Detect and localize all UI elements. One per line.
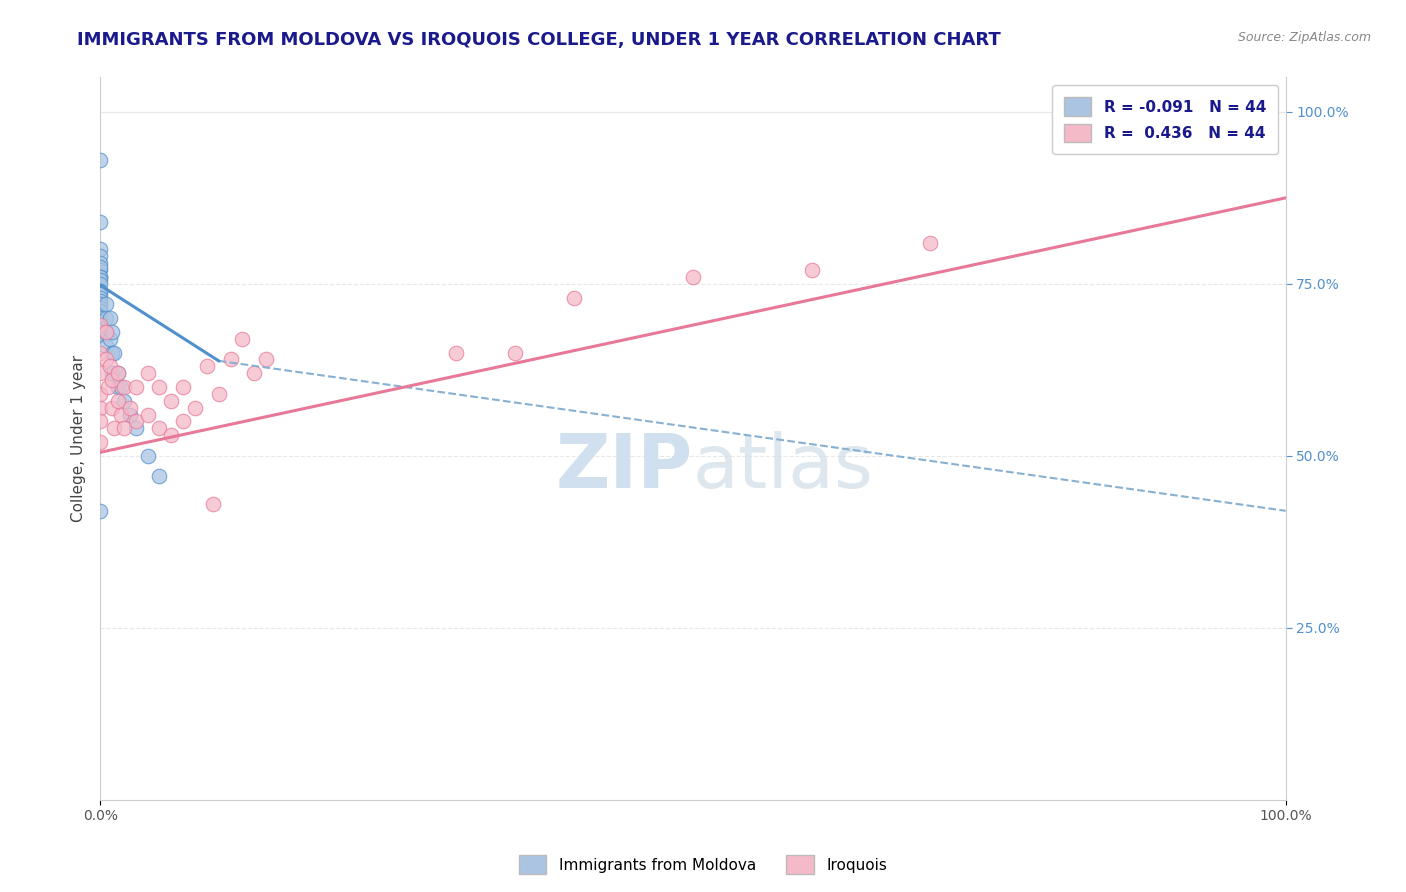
Point xyxy=(89,504,111,518)
Point xyxy=(94,325,117,339)
Point xyxy=(103,421,125,435)
Point xyxy=(89,318,111,332)
Point xyxy=(89,345,111,359)
Legend: Immigrants from Moldova, Iroquois: Immigrants from Moldova, Iroquois xyxy=(513,849,893,880)
Point xyxy=(94,339,117,353)
Point xyxy=(89,325,111,339)
Text: ZIP: ZIP xyxy=(555,431,693,504)
Point xyxy=(254,352,277,367)
Point xyxy=(89,414,111,428)
Point xyxy=(89,401,111,415)
Point xyxy=(89,263,111,277)
Point xyxy=(444,345,467,359)
Point xyxy=(118,401,141,415)
Point xyxy=(89,273,111,287)
Point xyxy=(172,414,194,428)
Point xyxy=(107,380,129,394)
Point xyxy=(101,325,124,339)
Text: Source: ZipAtlas.com: Source: ZipAtlas.com xyxy=(1237,31,1371,45)
Text: atlas: atlas xyxy=(693,431,875,504)
Point xyxy=(112,421,135,435)
Point xyxy=(94,352,117,367)
Point xyxy=(231,332,253,346)
Point xyxy=(125,421,148,435)
Point xyxy=(94,297,117,311)
Point xyxy=(89,297,111,311)
Point xyxy=(125,414,148,428)
Point xyxy=(98,332,121,346)
Point xyxy=(564,291,586,305)
Point xyxy=(172,380,194,394)
Point xyxy=(103,345,125,359)
Point xyxy=(89,301,111,315)
Point xyxy=(682,269,704,284)
Point xyxy=(148,469,170,483)
Point xyxy=(89,328,111,343)
Point xyxy=(89,284,111,298)
Point xyxy=(89,304,111,318)
Point xyxy=(89,311,111,326)
Text: IMMIGRANTS FROM MOLDOVA VS IROQUOIS COLLEGE, UNDER 1 YEAR CORRELATION CHART: IMMIGRANTS FROM MOLDOVA VS IROQUOIS COLL… xyxy=(77,31,1001,49)
Point xyxy=(89,260,111,274)
Point xyxy=(89,249,111,263)
Point xyxy=(89,269,111,284)
Point xyxy=(101,345,124,359)
Point xyxy=(243,366,266,380)
Point xyxy=(89,277,111,291)
Point xyxy=(89,315,111,329)
Point xyxy=(89,243,111,257)
Point xyxy=(800,263,823,277)
Point xyxy=(125,380,148,394)
Point xyxy=(89,435,111,450)
Point xyxy=(184,401,207,415)
Point xyxy=(219,352,242,367)
Point xyxy=(110,380,132,394)
Point xyxy=(503,345,526,359)
Point xyxy=(136,366,159,380)
Point xyxy=(136,449,159,463)
Point xyxy=(148,421,170,435)
Point xyxy=(89,287,111,301)
Point xyxy=(89,153,111,167)
Point xyxy=(89,293,111,308)
Point xyxy=(101,373,124,387)
Point xyxy=(94,311,117,326)
Point xyxy=(89,269,111,284)
Point xyxy=(107,366,129,380)
Point xyxy=(920,235,942,250)
Point xyxy=(89,215,111,229)
Point xyxy=(110,408,132,422)
Point xyxy=(148,380,170,394)
Point xyxy=(208,387,231,401)
Point xyxy=(107,366,129,380)
Point xyxy=(89,366,111,380)
Point xyxy=(101,401,124,415)
Point xyxy=(107,393,129,408)
Point xyxy=(89,256,111,270)
Point xyxy=(89,284,111,298)
Point xyxy=(98,359,121,374)
Point xyxy=(97,380,120,394)
Point xyxy=(160,393,183,408)
Point xyxy=(112,393,135,408)
Point xyxy=(160,428,183,442)
Point xyxy=(89,321,111,335)
Point xyxy=(136,408,159,422)
Point xyxy=(94,325,117,339)
Point xyxy=(98,311,121,326)
Point xyxy=(89,291,111,305)
Point xyxy=(195,359,218,374)
Point xyxy=(101,366,124,380)
Point xyxy=(89,387,111,401)
Point xyxy=(112,380,135,394)
Point xyxy=(118,408,141,422)
Y-axis label: College, Under 1 year: College, Under 1 year xyxy=(72,355,86,522)
Legend: R = -0.091   N = 44, R =  0.436   N = 44: R = -0.091 N = 44, R = 0.436 N = 44 xyxy=(1052,85,1278,154)
Point xyxy=(201,497,224,511)
Point xyxy=(89,318,111,332)
